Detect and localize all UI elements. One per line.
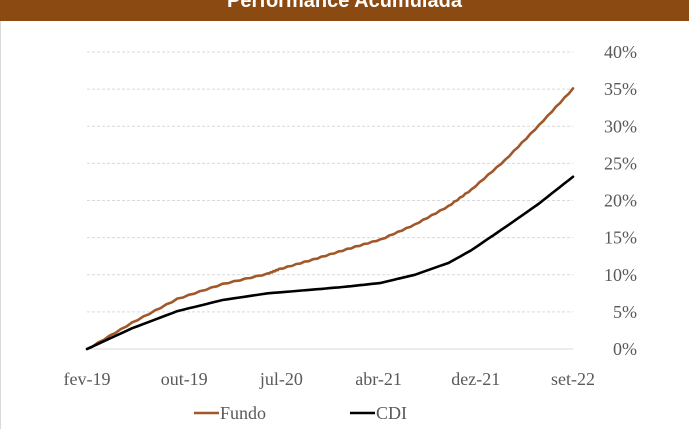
x-tick-label: out-19	[161, 369, 208, 389]
y-tick-label: 10%	[604, 265, 637, 285]
x-tick-label: set-22	[551, 369, 595, 389]
chart-title-banner: Performance Acumulada	[0, 0, 689, 21]
series-lines	[85, 87, 575, 351]
y-tick-label: 40%	[604, 42, 637, 62]
y-tick-label: 20%	[604, 191, 637, 211]
y-tick-label: 25%	[604, 153, 637, 173]
x-tick-label: fev-19	[64, 369, 111, 389]
chart-title: Performance Acumulada	[227, 0, 462, 12]
x-tick-label: jul-20	[259, 369, 303, 389]
series-line-cdi	[85, 175, 575, 351]
x-axis-ticks: fev-19 out-19 jul-20 abr-21 dez-21 set-22	[64, 369, 595, 389]
legend-label: Fundo	[220, 403, 266, 423]
gridlines	[87, 51, 573, 350]
y-tick-label: 15%	[604, 228, 637, 248]
y-tick-label: 30%	[604, 116, 637, 136]
legend-label: CDI	[376, 403, 407, 423]
y-tick-label: 5%	[613, 302, 637, 322]
y-axis-ticks: 0% 5% 10% 15% 20% 25% 30% 35% 40%	[604, 42, 637, 359]
y-tick-label: 0%	[613, 339, 637, 359]
chart-frame-border	[0, 21, 1, 429]
x-tick-label: abr-21	[355, 369, 402, 389]
legend: Fundo CDI	[194, 403, 407, 423]
y-tick-label: 35%	[604, 79, 637, 99]
x-tick-label: dez-21	[451, 369, 500, 389]
series-line-fundo	[85, 87, 575, 351]
